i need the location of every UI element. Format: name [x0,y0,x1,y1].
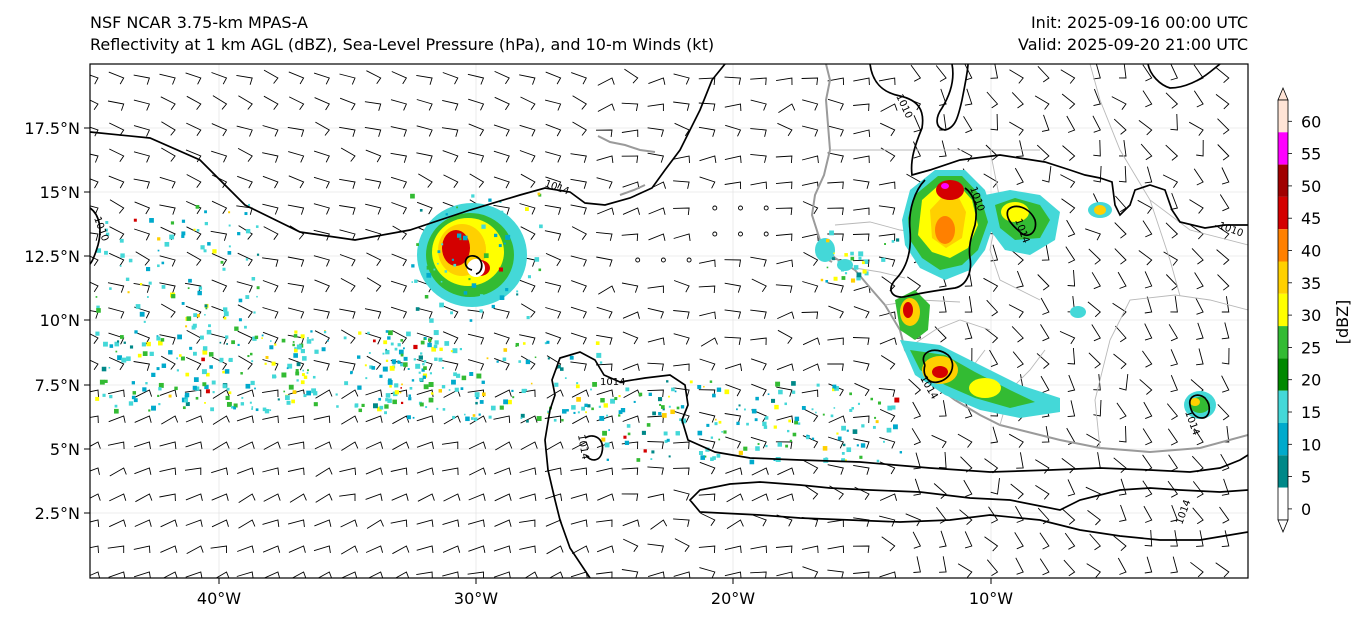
map-frame [89,63,1249,579]
colorbar-segment [1278,390,1288,423]
colorbar-tick-label: 5 [1301,468,1311,487]
longitude-labels: 40°W 30°W 20°W 10°W [197,589,1013,608]
isobars [90,64,1248,578]
colorbar-segment [1278,100,1288,133]
lat-label: 5°N [50,440,80,459]
lon-label: 40°W [197,589,241,608]
axis-ticks [84,127,992,584]
colorbar-segment [1278,423,1288,456]
lat-label: 15°N [40,183,80,202]
colorbar-segment [1278,455,1288,488]
colorbar-segment [1278,358,1288,391]
colorbar-tick-label: 40 [1301,242,1321,261]
colorbar-tick-label: 45 [1301,209,1321,228]
init-time: Init: 2025-09-16 00:00 UTC [1030,13,1248,32]
isobar-label: 1014 [575,434,590,461]
map-background [90,64,1248,578]
colorbar-tick-label: 50 [1301,177,1321,196]
colorbar-tick-label: 55 [1301,145,1321,164]
lat-label: 17.5°N [24,119,80,138]
colorbar-tick-label: 15 [1301,403,1321,422]
colorbar-tick-label: 35 [1301,274,1321,293]
fields-title: Reflectivity at 1 km AGL (dBZ), Sea-Leve… [90,35,715,54]
graticule [90,64,1248,578]
lat-label: 12.5°N [24,247,80,266]
colorbar-segment [1278,164,1288,197]
colorbar-tick-label: 25 [1301,338,1321,357]
lat-label: 2.5°N [35,504,80,523]
colorbar-tick-label: 0 [1301,500,1311,519]
colorbar-segment [1278,196,1288,230]
lat-label: 7.5°N [35,376,80,395]
lat-label: 10°N [40,311,80,330]
model-title: NSF NCAR 3.75-km MPAS-A [90,13,308,32]
colorbar-tick-label: 30 [1301,306,1321,325]
lon-label: 20°W [711,589,755,608]
isobar-label: 1014 [600,377,625,388]
colorbar-tick-label: 10 [1301,435,1321,454]
colorbar-segment [1278,261,1288,294]
colorbar-segment [1278,487,1288,520]
scattered-convection [95,192,903,465]
lon-label: 30°W [454,589,498,608]
colorbar-segment [1278,229,1288,262]
lon-label: 10°W [969,589,1013,608]
valid-time: Valid: 2025-09-20 21:00 UTC [1017,35,1248,54]
colorbar-segment [1278,326,1288,359]
colorbar-tick-label: 60 [1301,112,1321,131]
colorbar-segment [1278,132,1288,165]
colorbar-segment [1278,293,1288,327]
colorbar-tick-label: 20 [1301,371,1321,390]
latitude-labels: 17.5°N 15°N 12.5°N 10°N 7.5°N 5°N 2.5°N [24,119,80,523]
colorbar-label: [dBZ] [1333,300,1352,345]
country-borders [830,64,1248,449]
